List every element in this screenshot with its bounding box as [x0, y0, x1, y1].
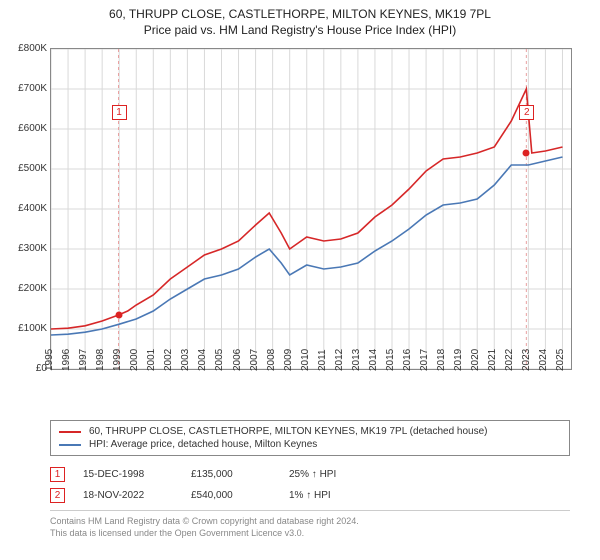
sale-event-row: 1 15-DEC-1998 £135,000 25% ↑ HPI: [50, 464, 570, 485]
event-number-box: 2: [50, 488, 65, 503]
y-axis-label: £800K: [18, 43, 47, 54]
footer-line2: This data is licensed under the Open Gov…: [50, 527, 570, 539]
legend-label: 60, THRUPP CLOSE, CASTLETHORPE, MILTON K…: [89, 426, 488, 437]
legend-swatch: [59, 444, 81, 446]
x-axis-label: 2016: [402, 349, 413, 371]
x-axis-label: 2021: [487, 349, 498, 371]
x-axis-label: 2013: [351, 349, 362, 371]
x-axis-label: 2001: [146, 349, 157, 371]
x-axis-label: 2022: [504, 349, 515, 371]
x-axis-label: 2012: [334, 349, 345, 371]
legend-item: 60, THRUPP CLOSE, CASTLETHORPE, MILTON K…: [59, 425, 561, 438]
sale-marker-box: 2: [519, 105, 534, 120]
legend-swatch: [59, 431, 81, 433]
chart-svg: [51, 49, 571, 369]
event-price: £135,000: [191, 469, 271, 480]
sale-events: 1 15-DEC-1998 £135,000 25% ↑ HPI 2 18-NOV-202…: [50, 464, 570, 506]
x-axis-label: 2025: [555, 349, 566, 371]
price-chart: £0£100K£200K£300K£400K£500K£600K£700K£80…: [50, 48, 572, 370]
x-axis-label: 2023: [521, 349, 532, 371]
x-axis-label: 1998: [95, 349, 106, 371]
x-axis-label: 2014: [368, 349, 379, 371]
event-delta: 1% ↑ HPI: [289, 490, 331, 501]
y-axis-label: £500K: [18, 163, 47, 174]
sale-marker-box: 1: [112, 105, 127, 120]
x-axis-label: 2020: [470, 349, 481, 371]
x-axis-label: 1995: [44, 349, 55, 371]
x-axis-label: 2003: [180, 349, 191, 371]
y-axis-label: £300K: [18, 243, 47, 254]
x-axis-label: 1997: [78, 349, 89, 371]
legend: 60, THRUPP CLOSE, CASTLETHORPE, MILTON K…: [50, 420, 570, 456]
sale-event-row: 2 18-NOV-2022 £540,000 1% ↑ HPI: [50, 485, 570, 506]
x-axis-label: 2008: [266, 349, 277, 371]
x-axis-label: 2011: [317, 349, 328, 371]
y-axis-label: £200K: [18, 283, 47, 294]
x-axis-label: 2004: [197, 349, 208, 371]
event-number-box: 1: [50, 467, 65, 482]
x-axis-label: 2017: [419, 349, 430, 371]
y-axis-label: £400K: [18, 203, 47, 214]
x-axis-label: 2009: [283, 349, 294, 371]
footer-line1: Contains HM Land Registry data © Crown c…: [50, 515, 570, 527]
x-axis-label: 2006: [232, 349, 243, 371]
x-axis-label: 2019: [453, 349, 464, 371]
x-axis-label: 1999: [112, 349, 123, 371]
x-axis-label: 2015: [385, 349, 396, 371]
x-axis-label: 2000: [129, 349, 140, 371]
legend-label: HPI: Average price, detached house, Milt…: [89, 439, 317, 450]
y-axis-label: £100K: [18, 323, 47, 334]
footer-attribution: Contains HM Land Registry data © Crown c…: [50, 510, 570, 539]
legend-item: HPI: Average price, detached house, Milt…: [59, 438, 561, 451]
x-axis-label: 2002: [163, 349, 174, 371]
event-date: 18-NOV-2022: [83, 490, 173, 501]
event-date: 15-DEC-1998: [83, 469, 173, 480]
event-delta: 25% ↑ HPI: [289, 469, 336, 480]
sale-marker-dot: [523, 150, 530, 157]
sale-marker-dot: [115, 312, 122, 319]
event-price: £540,000: [191, 490, 271, 501]
chart-title-line1: 60, THRUPP CLOSE, CASTLETHORPE, MILTON K…: [10, 6, 590, 22]
x-axis-label: 2007: [249, 349, 260, 371]
x-axis-label: 2018: [436, 349, 447, 371]
y-axis-label: £600K: [18, 123, 47, 134]
x-axis-label: 1996: [61, 349, 72, 371]
chart-title-line2: Price paid vs. HM Land Registry's House …: [10, 22, 590, 38]
x-axis-label: 2010: [300, 349, 311, 371]
x-axis-label: 2024: [538, 349, 549, 371]
y-axis-label: £700K: [18, 83, 47, 94]
x-axis-label: 2005: [214, 349, 225, 371]
